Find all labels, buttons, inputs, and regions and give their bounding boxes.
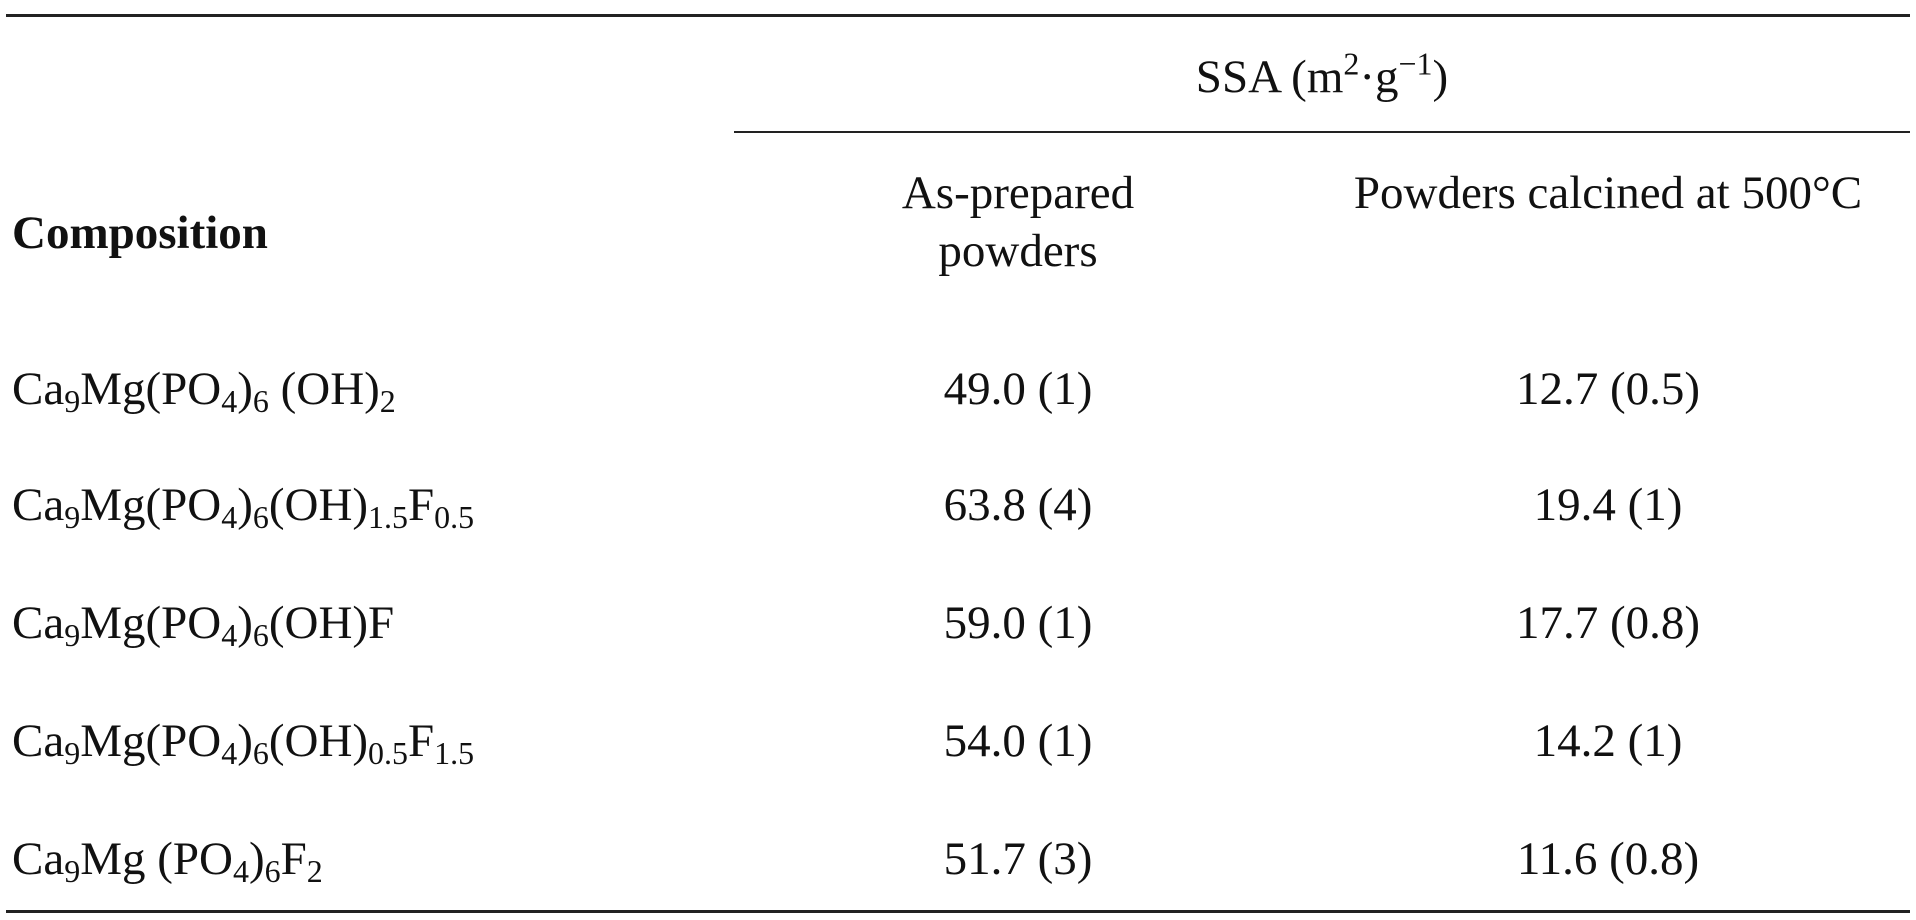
value-cell: 12.7 (0.5) [1515, 363, 1701, 415]
subscript: 4 [221, 499, 238, 535]
group-rule [734, 131, 1910, 133]
text: SSA (m [1195, 51, 1344, 103]
value-cell: 54.0 (1) [943, 715, 1093, 767]
subscript: 6 [264, 853, 281, 889]
value-cell: 17.7 (0.8) [1515, 597, 1701, 649]
subscript: 9 [64, 383, 81, 419]
text: Ca [12, 715, 65, 767]
value-cell: 63.8 (4) [943, 479, 1093, 531]
text: Ca [12, 597, 65, 649]
text: Ca [12, 363, 65, 415]
subscript: 4 [232, 853, 249, 889]
text: ) [237, 479, 253, 531]
subscript: 1.5 [368, 499, 408, 535]
composition-cell: Ca9Mg (PO4)6F2 [12, 830, 323, 888]
subscript: 6 [252, 383, 269, 419]
subscript: 6 [252, 617, 269, 653]
column-header: Composition [12, 207, 268, 259]
column-header: Powders calcined at 500°C [1353, 167, 1863, 219]
bottom-rule [6, 910, 1910, 913]
text: Mg(PO [80, 597, 222, 649]
text: Mg (PO [80, 833, 233, 885]
text: (OH) [268, 479, 369, 531]
text: ) [237, 363, 253, 415]
subscript: 4 [221, 617, 238, 653]
subscript: 1.5 [434, 735, 475, 771]
text: F [408, 715, 435, 767]
value-cell: 14.2 (1) [1533, 715, 1683, 767]
composition-cell: Ca9Mg(PO4)6(OH)0.5F1.5 [12, 712, 474, 770]
subscript: 9 [64, 499, 81, 535]
text: Mg(PO [80, 363, 222, 415]
composition-cell: Ca9Mg(PO4)6(OH)1.5F0.5 [12, 476, 474, 534]
value-cell: 11.6 (0.8) [1516, 833, 1700, 885]
text: (OH)F [268, 597, 395, 649]
value-cell: 59.0 (1) [943, 597, 1093, 649]
subscript: 4 [221, 383, 238, 419]
subscript: 0.5 [434, 499, 475, 535]
subscript: 6 [252, 499, 269, 535]
text: Ca [12, 479, 65, 531]
composition-cell: Ca9Mg(PO4)6 (OH)2 [12, 360, 396, 418]
composition-cell: Ca9Mg(PO4)6(OH)F [12, 594, 394, 652]
text: Ca [12, 833, 65, 885]
subscript: 4 [221, 735, 238, 771]
value-cell: 19.4 (1) [1533, 479, 1683, 531]
text: Mg(PO [80, 479, 222, 531]
subscript: 9 [64, 617, 81, 653]
subscript: 9 [64, 853, 81, 889]
top-rule [6, 14, 1910, 17]
subscript: 9 [64, 735, 81, 771]
text: ) [237, 597, 253, 649]
text: F [408, 479, 435, 531]
text: F [280, 833, 307, 885]
superscript: −1 [1398, 46, 1433, 82]
superscript: 2 [1343, 46, 1360, 82]
text: (OH) [268, 715, 369, 767]
text: ) [248, 833, 265, 885]
value-cell: 49.0 (1) [943, 363, 1093, 415]
text: Mg(PO [80, 715, 222, 767]
column-header: As-prepared powders [901, 167, 1135, 277]
text: ) [1432, 51, 1449, 103]
text: (OH) [268, 363, 380, 415]
subscript: 2 [379, 383, 396, 419]
group-header: SSA (m2·g−1) [1196, 48, 1448, 106]
text: ) [237, 715, 253, 767]
subscript: 6 [252, 735, 269, 771]
subscript: 2 [306, 853, 323, 889]
text: ·g [1359, 51, 1399, 103]
value-cell: 51.7 (3) [943, 833, 1093, 885]
subscript: 0.5 [368, 735, 408, 771]
